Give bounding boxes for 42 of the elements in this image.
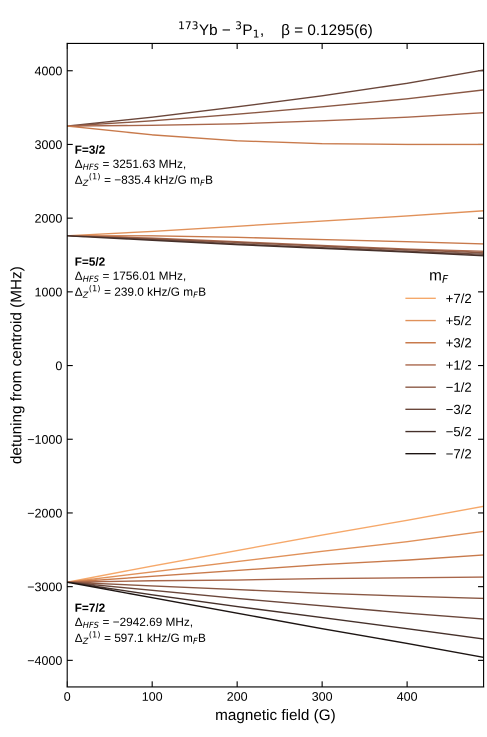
legend-label: +7/2 <box>446 293 472 304</box>
annotation: Δ$_{HFS}$ = −2942.69 MHz, <box>75 618 192 628</box>
annotation: F=3/2 <box>75 145 105 154</box>
line-series <box>67 125 484 146</box>
y-tick-label: 2000 <box>35 214 62 223</box>
x-tick-label: 0 <box>64 692 70 701</box>
annotation: F=5/2 <box>75 257 105 266</box>
line-series <box>67 582 484 600</box>
x-tick-label: 100 <box>142 692 162 701</box>
x-axis-title: magnetic field (G) <box>216 708 335 724</box>
line-series <box>67 69 484 127</box>
y-tick-label: −3000 <box>28 582 62 592</box>
annotation: Δ$_{Z}$$^{(1)}$ = −835.4 kHz/G m$_{F}$B <box>75 173 212 186</box>
y-tick-label: 4000 <box>34 66 62 76</box>
annotation: Δ$_{Z}$$^{(1)}$ = 239.0 kHz/G m$_{F}$B <box>75 284 206 298</box>
chart-title: $^{173}$Yb − $^{3}$P$_{1}$, β = 0.1295(6) <box>179 21 372 38</box>
annotation: Δ$_{Z}$$^{(1)}$ = 597.1 kHz/G m$_{F}$B <box>75 631 206 644</box>
y-tick-label: −2000 <box>28 508 62 518</box>
legend-label: −7/2 <box>446 448 472 458</box>
legend-label: −1/2 <box>446 382 472 392</box>
legend-title: m$_{F}$ <box>430 272 448 283</box>
x-tick-label: 400 <box>396 692 418 701</box>
y-tick-label: −1000 <box>28 435 62 444</box>
legend-label: +1/2 <box>446 360 472 370</box>
y-tick-label: 1000 <box>35 288 62 297</box>
y-tick-label: −4000 <box>28 656 62 666</box>
y-tick-label: 0 <box>56 361 62 370</box>
y-axis-title: detuning from centroid (MHz) <box>10 267 24 464</box>
annotation: F=7/2 <box>75 603 105 612</box>
y-tick-label: 3000 <box>35 140 62 150</box>
x-tick-label: 200 <box>227 692 248 701</box>
x-tick-label: 300 <box>312 692 332 701</box>
legend-label: −3/2 <box>446 404 472 414</box>
legend-label: −5/2 <box>446 426 472 436</box>
line-series <box>67 506 484 583</box>
annotation: Δ$_{HFS}$ = 3251.63 MHz, <box>75 160 186 170</box>
annotation: Δ$_{HFS}$ = 1756.01 MHz, <box>75 272 186 282</box>
legend-label: +5/2 <box>446 316 472 326</box>
legend-label: +3/2 <box>446 338 472 348</box>
line-series <box>67 530 484 583</box>
line-series <box>67 582 484 658</box>
line-series <box>67 89 484 127</box>
